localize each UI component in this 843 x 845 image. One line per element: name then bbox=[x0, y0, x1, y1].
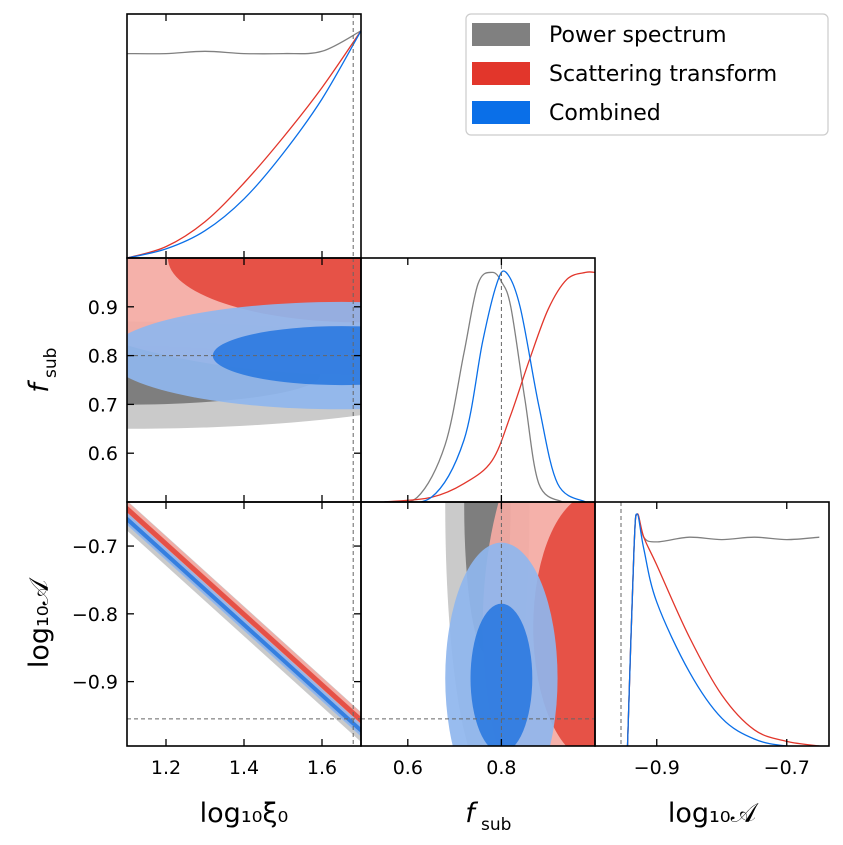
legend-swatch-combined bbox=[472, 101, 530, 124]
panel-logA-marginal bbox=[620, 502, 820, 746]
x-tick-label: 1.2 bbox=[151, 757, 181, 779]
panel-fsub-logA-contours bbox=[361, 502, 595, 746]
y-tick-label: 0.8 bbox=[88, 346, 118, 368]
legend-label-power-spectrum: Power spectrum bbox=[549, 23, 727, 48]
panel-xi0-logA-contours bbox=[127, 502, 361, 746]
y-tick-label: −0.9 bbox=[72, 672, 118, 694]
ylabel-fsub-subscript: sub bbox=[41, 348, 61, 378]
marginal-curve-power-spectrum bbox=[626, 513, 820, 746]
marginal-curve-scattering-transform bbox=[127, 30, 361, 258]
contour-68-combined bbox=[212, 326, 361, 386]
panel-xi0-marginal bbox=[127, 14, 361, 258]
legend-label-scattering-transform: Scattering transform bbox=[549, 62, 777, 87]
x-axis-label-xi0: log₁₀ξ₀ bbox=[200, 798, 289, 829]
legend: Power spectrum Scattering transform Combin… bbox=[465, 13, 829, 136]
y-tick-label: 0.7 bbox=[88, 394, 118, 416]
tick-marks: 1.2 1.4 1.6 0.6 0.8 −0.9 −0.7 0.6 0.7 0.8 0.9 −0.9 −… bbox=[72, 14, 810, 779]
y-tick-label: 0.9 bbox=[88, 297, 118, 319]
marginal-curve-combined bbox=[626, 513, 820, 746]
xlabel-xi0: log₁₀ξ₀ bbox=[200, 798, 289, 829]
xlabel-fsub: f bbox=[465, 798, 478, 829]
marginal-curve-power-spectrum bbox=[127, 30, 361, 55]
panel-xi0-fsub-contours bbox=[127, 258, 361, 502]
marginal-curve-scattering-transform bbox=[384, 271, 595, 502]
x-axis-label-logA: log₁₀𝒜 bbox=[668, 798, 759, 829]
ylabel-fsub: f bbox=[24, 380, 55, 393]
ylabel-logA: log₁₀𝒜 bbox=[24, 577, 55, 668]
y-tick-label: 0.6 bbox=[88, 443, 118, 465]
x-tick-label: 1.4 bbox=[229, 757, 259, 779]
frame-fsub-marginal bbox=[360, 257, 596, 503]
y-tick-label: −0.8 bbox=[72, 604, 118, 626]
x-tick-label: −0.7 bbox=[764, 757, 810, 779]
legend-swatch-power-spectrum bbox=[472, 23, 530, 46]
y-axis-label-fsub: f sub bbox=[24, 348, 61, 393]
band-68-scattering-transform bbox=[127, 505, 361, 724]
x-axis-label-fsub: f sub bbox=[465, 798, 511, 835]
x-tick-label: 0.6 bbox=[393, 757, 423, 779]
y-axis-label-logA: log₁₀𝒜 bbox=[24, 577, 55, 668]
contour-68-combined bbox=[470, 603, 533, 746]
xlabel-fsub-subscript: sub bbox=[481, 815, 511, 835]
xlabel-logA: log₁₀𝒜 bbox=[668, 798, 759, 829]
legend-swatch-scattering-transform bbox=[472, 62, 530, 85]
x-tick-label: 1.6 bbox=[307, 757, 337, 779]
legend-box bbox=[465, 13, 829, 136]
marginal-curve-power-spectrum bbox=[384, 271, 563, 502]
panel-frames bbox=[126, 13, 830, 747]
panel-fsub-marginal bbox=[384, 258, 595, 502]
band-68-combined bbox=[127, 516, 361, 734]
marginal-curve-scattering-transform bbox=[626, 513, 820, 746]
frame-logA-marginal bbox=[594, 501, 830, 747]
x-tick-label: 0.8 bbox=[486, 757, 516, 779]
legend-label-combined: Combined bbox=[549, 101, 661, 126]
y-tick-label: −0.7 bbox=[72, 536, 118, 558]
x-tick-label: −0.9 bbox=[634, 757, 680, 779]
marginal-curve-combined bbox=[127, 30, 361, 258]
